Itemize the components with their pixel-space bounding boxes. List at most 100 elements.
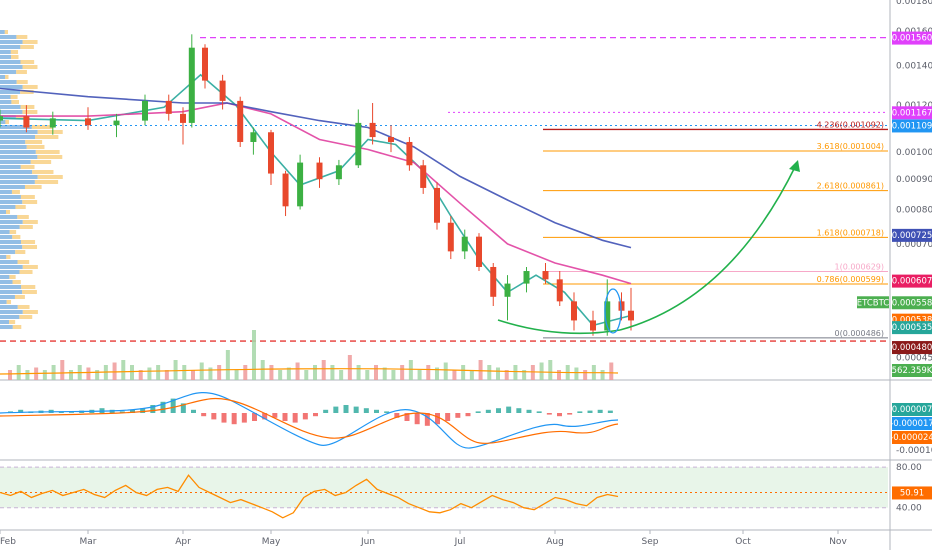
volume-profile-bar-down (21, 240, 36, 244)
macd-badge-label: -0.000017 (890, 419, 932, 429)
projection-arrow (619, 164, 797, 331)
volume-bar (51, 365, 56, 380)
volume-bar (313, 365, 317, 380)
volume-profile-bar-up (0, 55, 12, 59)
volume-profile-bar-down (5, 75, 9, 79)
volume-profile-bar-up (0, 125, 32, 129)
volume-bar (121, 360, 126, 380)
volume-profile-bar-up (0, 230, 10, 234)
volume-bar (278, 370, 283, 380)
projection-arrowhead (789, 160, 800, 172)
candle-body (369, 122, 376, 138)
volume-profile-bar-up (0, 190, 12, 194)
volume-profile-bar-up (0, 35, 17, 39)
macd-histogram-bar (526, 409, 532, 413)
volume-profile-bar-down (16, 70, 27, 74)
volume-bar (478, 360, 483, 380)
macd-histogram-bar (18, 409, 24, 413)
x-tick-label: May (262, 537, 281, 547)
volume-profile-bar-down (31, 125, 54, 129)
volume-profile-bar-up (0, 155, 38, 159)
volume-profile-bar-up (0, 75, 6, 79)
candle-body (250, 132, 257, 142)
volume-profile-bar-up (0, 215, 18, 219)
candle-body (406, 141, 413, 166)
volume-profile-bar-up (0, 30, 5, 34)
volume-bar (8, 370, 12, 380)
macd-histogram-bar (211, 413, 217, 420)
macd-histogram-bar (353, 406, 359, 413)
rsi-line (0, 474, 619, 519)
fib-label-2.618: 2.618(0.000861) (817, 182, 884, 191)
x-tick-label: Sep (642, 537, 659, 547)
macd-histogram-bar (231, 413, 237, 425)
price-badge-label: 0.001109 (892, 121, 932, 131)
volume-bar (208, 367, 213, 380)
volume-bar (269, 365, 274, 380)
candle-body (388, 137, 394, 142)
macd-histogram-bar (536, 411, 542, 413)
volume-bar (609, 362, 614, 380)
volume-profile-bar-down (22, 65, 38, 69)
rsi-pane: 80.00 40.00 50.91 (0, 463, 932, 519)
macd-histogram-bar (587, 410, 593, 413)
macd-histogram-bar (282, 413, 288, 421)
volume-profile-bar-down (25, 140, 43, 144)
volume-profile-bar-down (20, 45, 34, 49)
candle-body (490, 266, 497, 297)
macd-histogram-bar (191, 409, 196, 413)
volume-profile-bar-up (0, 280, 13, 284)
macd-histogram-bar (150, 405, 156, 413)
volume-profile-bar-up (0, 80, 17, 84)
volume-profile-bar-up (0, 45, 21, 49)
volume-profile-bar-down (12, 235, 21, 239)
candles (0, 34, 634, 336)
price-badges: 0.001560 0.001167 0.001109 0.000725 0.000607… (857, 31, 932, 355)
macd-histogram-bar (404, 413, 410, 421)
volume-profile-bar-up (0, 225, 20, 229)
volume-bar (173, 360, 178, 380)
volume-profile-bar-up (0, 50, 11, 54)
volume-profile-bar-down (22, 85, 38, 89)
volume-profile-bar-up (0, 105, 21, 109)
volume-bar (496, 367, 500, 380)
volume-bar (539, 362, 544, 380)
volume-profile-bar-down (17, 260, 30, 264)
volume-profile-bar-down (19, 315, 33, 319)
candle-body (49, 118, 56, 128)
volume-profile-bar-down (37, 175, 63, 179)
x-tick-label: Mar (80, 537, 97, 547)
candle-body (355, 122, 362, 166)
volume-bar (234, 370, 239, 380)
volume-profile-bar-down (37, 130, 63, 134)
candle-body (180, 113, 186, 123)
macd-histogram-bar (557, 413, 562, 417)
volume-profile-bar-up (0, 110, 23, 114)
macd-histogram-bar (445, 413, 451, 421)
volume-bar (504, 370, 509, 380)
volume-profile-bar-up (0, 205, 16, 209)
volume-profile-bar-down (11, 190, 20, 194)
price-badge (892, 321, 932, 335)
fib-label-0.786: 0.786(0.000599) (817, 275, 884, 284)
candle-body (316, 162, 323, 180)
volume-bar (243, 365, 248, 380)
macd-histogram-bar (455, 413, 461, 418)
volume-profile-bar-down (17, 305, 30, 309)
volume-profile-bar-up (0, 210, 7, 214)
fib-label-1: 1(0.000629) (834, 262, 884, 271)
volume-profile-bar-up (0, 315, 20, 319)
macd-histogram-bar (323, 409, 329, 413)
volume-profile-bar-down (35, 150, 60, 154)
macd-histogram-bar (201, 413, 207, 417)
x-tick-label: Nov (829, 537, 847, 547)
volume-bar (321, 360, 326, 380)
volume-bar (164, 370, 169, 380)
candle-body (282, 173, 289, 207)
macd-histogram-bar (343, 405, 349, 413)
volume-profile-bar-up (0, 70, 17, 74)
volume-bar (199, 362, 204, 380)
macd-histogram-bar (160, 401, 166, 413)
